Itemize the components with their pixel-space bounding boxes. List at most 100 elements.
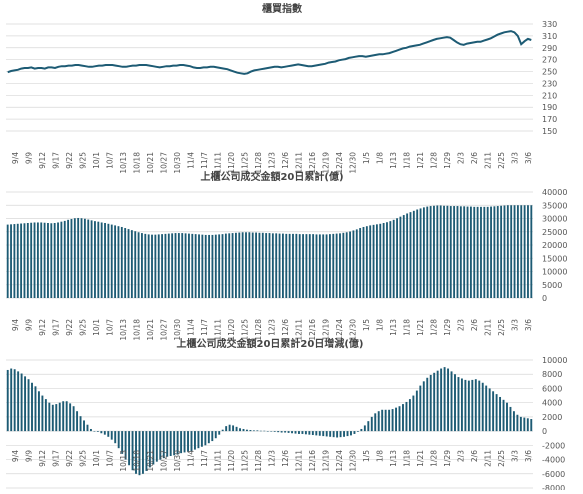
y-tick-label: 170 (542, 115, 557, 124)
bar (228, 424, 231, 432)
bar (270, 431, 273, 432)
bar (131, 431, 134, 471)
x-tick-label: 9/22 (65, 152, 74, 169)
bar (221, 429, 224, 432)
x-tick-label: 2/25 (497, 152, 506, 169)
x-tick-label: 1/28 (430, 152, 439, 169)
x-tick-label: 1/13 (389, 450, 398, 467)
bar (30, 222, 33, 298)
bar (201, 234, 204, 298)
bar (381, 409, 384, 432)
y-tick-label: 150 (542, 127, 557, 136)
bar (503, 205, 506, 298)
bar (151, 234, 153, 298)
bar (530, 205, 533, 298)
bar (204, 234, 207, 298)
bar (10, 224, 12, 298)
x-tick-label: 2/6 (470, 152, 479, 164)
bar (483, 206, 486, 298)
x-tick-label: 9/12 (38, 450, 47, 467)
bar (486, 206, 489, 298)
bar (246, 429, 248, 432)
x-tick-label: 12/30 (349, 450, 358, 472)
bar (183, 431, 186, 453)
y-tick-label: 10000 (542, 268, 567, 277)
chart-title-volume-change: 上櫃公司成交金額20日累計20日增減(億) (177, 337, 364, 350)
bar (232, 425, 235, 432)
bar (485, 385, 488, 432)
bar (161, 234, 164, 298)
bar (142, 431, 144, 474)
bar (322, 431, 325, 437)
x-tick-label: 2/6 (470, 319, 479, 331)
bar (134, 231, 137, 298)
bar (127, 229, 130, 298)
bar (339, 233, 341, 298)
bar (180, 431, 183, 454)
bar (194, 431, 196, 450)
x-tick-label: 1/18 (403, 319, 412, 336)
y-tick-label: 25000 (542, 228, 567, 237)
x-tick-label: 11/20 (227, 152, 236, 174)
bar (107, 431, 110, 437)
bar (231, 233, 234, 298)
y-tick-label: 8000 (542, 370, 562, 379)
x-tick-label: 2/3 (457, 152, 466, 164)
bar (94, 221, 96, 298)
bar (389, 221, 392, 298)
x-tick-label: 9/9 (24, 450, 33, 462)
bar (40, 222, 43, 298)
bar (446, 205, 449, 298)
bar (433, 372, 436, 432)
bar (474, 379, 477, 432)
x-tick-label: 1/13 (389, 152, 398, 169)
bar (375, 224, 378, 298)
bar (173, 431, 176, 456)
bar (488, 388, 491, 432)
x-tick-label: 10/1 (92, 152, 101, 169)
x-tick-label: 10/21 (146, 450, 155, 472)
bar (128, 431, 131, 466)
bar (419, 208, 422, 298)
bar (295, 233, 298, 298)
bar (20, 373, 23, 432)
bar (184, 233, 187, 298)
x-tick-label: 12/11 (295, 319, 304, 341)
x-tick-label: 11/11 (213, 152, 222, 174)
x-tick-label: 1/5 (362, 319, 371, 331)
bar (464, 379, 467, 432)
x-tick-label: 9/17 (51, 319, 60, 336)
bar (520, 205, 523, 298)
bar (69, 403, 72, 432)
bar (384, 409, 387, 432)
bar (506, 402, 508, 432)
bar (188, 233, 190, 298)
y-tick-label: 5000 (542, 281, 562, 290)
bar (386, 222, 388, 298)
bar (516, 414, 519, 432)
bar (513, 205, 516, 298)
bar (6, 369, 9, 432)
x-tick-label: 12/6 (281, 152, 290, 169)
bar (335, 233, 338, 298)
x-tick-label: 1/29 (443, 152, 452, 169)
bar (159, 431, 162, 460)
bar (304, 431, 307, 435)
bar (249, 430, 252, 432)
bar (463, 206, 466, 298)
y-tick-label: -4000 (542, 456, 565, 465)
x-tick-label: 10/13 (119, 450, 128, 472)
x-tick-label: 3/3 (511, 319, 520, 331)
bar (429, 206, 432, 298)
bar (443, 205, 445, 298)
bar (167, 233, 170, 298)
x-tick-label: 2/11 (484, 319, 493, 336)
bar (433, 205, 435, 298)
x-tick-label: 9/4 (11, 152, 20, 164)
bar (47, 223, 49, 298)
x-tick-label: 9/12 (38, 319, 47, 336)
bar (510, 205, 513, 298)
bar (523, 417, 526, 432)
bar (100, 222, 103, 298)
